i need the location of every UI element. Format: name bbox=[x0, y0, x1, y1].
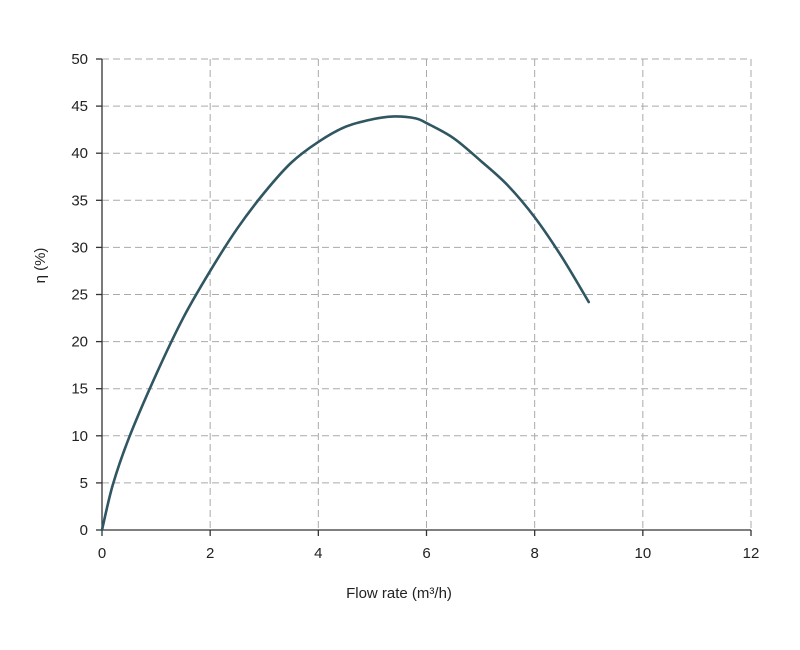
y-tick-label: 10 bbox=[71, 428, 88, 445]
axes bbox=[96, 58, 752, 536]
x-tick-label: 10 bbox=[634, 545, 651, 562]
x-tick-label: 2 bbox=[206, 545, 214, 562]
grid-lines bbox=[102, 58, 752, 530]
y-tick-label: 25 bbox=[71, 287, 88, 304]
y-tick-label: 20 bbox=[71, 334, 88, 351]
y-tick-label: 30 bbox=[71, 239, 88, 256]
x-tick-label: 12 bbox=[743, 545, 760, 562]
x-tick-label: 8 bbox=[530, 545, 538, 562]
y-tick-label: 5 bbox=[80, 475, 88, 492]
x-tick-label: 6 bbox=[422, 545, 430, 562]
y-tick-label: 40 bbox=[71, 145, 88, 162]
x-tick-label: 0 bbox=[98, 545, 106, 562]
y-tick-label: 35 bbox=[71, 192, 88, 209]
y-tick-label: 15 bbox=[71, 381, 88, 398]
y-tick-label: 50 bbox=[71, 51, 88, 68]
series-line bbox=[100, 115, 591, 532]
tick-labels: 0 2 4 6 8 10 12 0 5 10 15 20 25 30 35 40 45 50 bbox=[71, 51, 759, 562]
y-tick-label: 0 bbox=[80, 522, 88, 539]
y-axis-title: η (%) bbox=[32, 248, 49, 284]
x-axis-title: Flow rate (m³/h) bbox=[346, 585, 452, 602]
y-tick-label: 45 bbox=[71, 98, 88, 115]
series-layer bbox=[100, 115, 591, 532]
x-tick-label: 4 bbox=[314, 545, 322, 562]
